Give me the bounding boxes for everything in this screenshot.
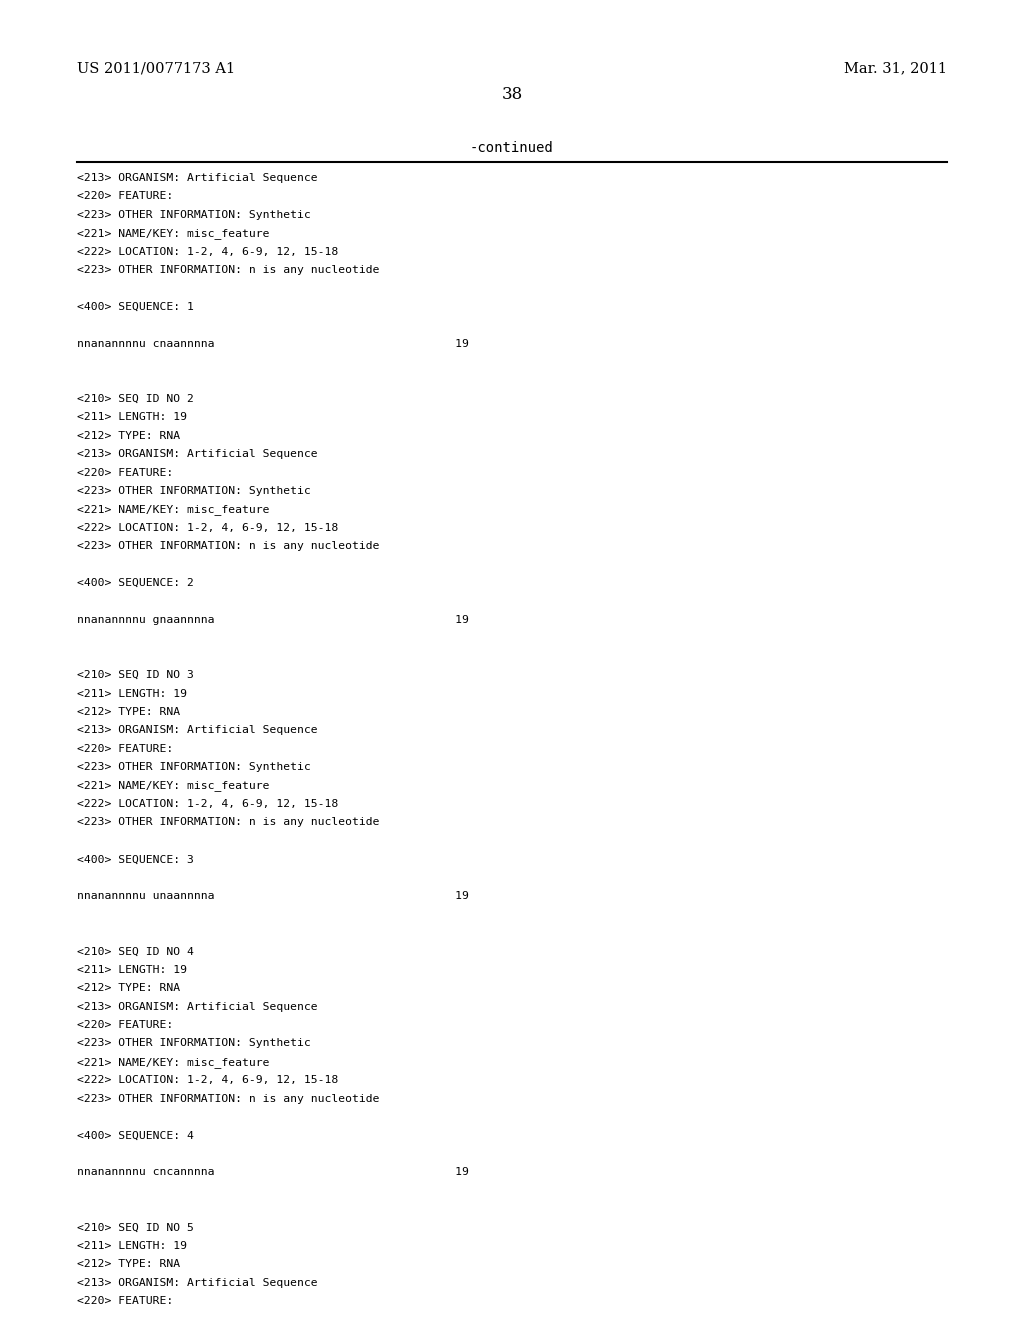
Text: <223> OTHER INFORMATION: Synthetic: <223> OTHER INFORMATION: Synthetic <box>77 486 310 496</box>
Text: <213> ORGANISM: Artificial Sequence: <213> ORGANISM: Artificial Sequence <box>77 1278 317 1288</box>
Text: <210> SEQ ID NO 5: <210> SEQ ID NO 5 <box>77 1222 194 1233</box>
Text: <223> OTHER INFORMATION: n is any nucleotide: <223> OTHER INFORMATION: n is any nucleo… <box>77 541 379 552</box>
Text: <223> OTHER INFORMATION: n is any nucleotide: <223> OTHER INFORMATION: n is any nucleo… <box>77 817 379 828</box>
Text: <400> SEQUENCE: 2: <400> SEQUENCE: 2 <box>77 578 194 587</box>
Text: US 2011/0077173 A1: US 2011/0077173 A1 <box>77 61 234 75</box>
Text: <213> ORGANISM: Artificial Sequence: <213> ORGANISM: Artificial Sequence <box>77 1002 317 1011</box>
Text: 38: 38 <box>502 86 522 103</box>
Text: <212> TYPE: RNA: <212> TYPE: RNA <box>77 708 180 717</box>
Text: <210> SEQ ID NO 2: <210> SEQ ID NO 2 <box>77 393 194 404</box>
Text: <400> SEQUENCE: 4: <400> SEQUENCE: 4 <box>77 1130 194 1140</box>
Text: nnanannnnu cnaannnna                                   19: nnanannnnu cnaannnna 19 <box>77 339 469 348</box>
Text: <210> SEQ ID NO 3: <210> SEQ ID NO 3 <box>77 671 194 680</box>
Text: <222> LOCATION: 1-2, 4, 6-9, 12, 15-18: <222> LOCATION: 1-2, 4, 6-9, 12, 15-18 <box>77 247 338 256</box>
Text: <223> OTHER INFORMATION: n is any nucleotide: <223> OTHER INFORMATION: n is any nucleo… <box>77 1093 379 1104</box>
Text: <211> LENGTH: 19: <211> LENGTH: 19 <box>77 1241 186 1251</box>
Text: <400> SEQUENCE: 1: <400> SEQUENCE: 1 <box>77 302 194 312</box>
Text: <213> ORGANISM: Artificial Sequence: <213> ORGANISM: Artificial Sequence <box>77 449 317 459</box>
Text: <221> NAME/KEY: misc_feature: <221> NAME/KEY: misc_feature <box>77 780 269 792</box>
Text: <211> LENGTH: 19: <211> LENGTH: 19 <box>77 965 186 974</box>
Text: <221> NAME/KEY: misc_feature: <221> NAME/KEY: misc_feature <box>77 504 269 515</box>
Text: <221> NAME/KEY: misc_feature: <221> NAME/KEY: misc_feature <box>77 228 269 239</box>
Text: <210> SEQ ID NO 4: <210> SEQ ID NO 4 <box>77 946 194 956</box>
Text: <212> TYPE: RNA: <212> TYPE: RNA <box>77 430 180 441</box>
Text: <211> LENGTH: 19: <211> LENGTH: 19 <box>77 689 186 698</box>
Text: <223> OTHER INFORMATION: Synthetic: <223> OTHER INFORMATION: Synthetic <box>77 210 310 219</box>
Text: <222> LOCATION: 1-2, 4, 6-9, 12, 15-18: <222> LOCATION: 1-2, 4, 6-9, 12, 15-18 <box>77 1076 338 1085</box>
Text: <211> LENGTH: 19: <211> LENGTH: 19 <box>77 412 186 422</box>
Text: <213> ORGANISM: Artificial Sequence: <213> ORGANISM: Artificial Sequence <box>77 726 317 735</box>
Text: <400> SEQUENCE: 3: <400> SEQUENCE: 3 <box>77 854 194 865</box>
Text: <223> OTHER INFORMATION: Synthetic: <223> OTHER INFORMATION: Synthetic <box>77 762 310 772</box>
Text: <222> LOCATION: 1-2, 4, 6-9, 12, 15-18: <222> LOCATION: 1-2, 4, 6-9, 12, 15-18 <box>77 799 338 809</box>
Text: <212> TYPE: RNA: <212> TYPE: RNA <box>77 1259 180 1270</box>
Text: nnanannnnu cncannnna                                   19: nnanannnnu cncannnna 19 <box>77 1167 469 1177</box>
Text: <220> FEATURE:: <220> FEATURE: <box>77 1296 173 1307</box>
Text: -continued: -continued <box>470 141 554 156</box>
Text: <220> FEATURE:: <220> FEATURE: <box>77 1020 173 1030</box>
Text: <220> FEATURE:: <220> FEATURE: <box>77 467 173 478</box>
Text: nnanannnnu gnaannnna                                   19: nnanannnnu gnaannnna 19 <box>77 615 469 624</box>
Text: <212> TYPE: RNA: <212> TYPE: RNA <box>77 983 180 993</box>
Text: <213> ORGANISM: Artificial Sequence: <213> ORGANISM: Artificial Sequence <box>77 173 317 183</box>
Text: Mar. 31, 2011: Mar. 31, 2011 <box>844 61 947 75</box>
Text: nnanannnnu unaannnna                                   19: nnanannnnu unaannnna 19 <box>77 891 469 902</box>
Text: <222> LOCATION: 1-2, 4, 6-9, 12, 15-18: <222> LOCATION: 1-2, 4, 6-9, 12, 15-18 <box>77 523 338 533</box>
Text: <220> FEATURE:: <220> FEATURE: <box>77 191 173 202</box>
Text: <223> OTHER INFORMATION: n is any nucleotide: <223> OTHER INFORMATION: n is any nucleo… <box>77 265 379 275</box>
Text: <223> OTHER INFORMATION: Synthetic: <223> OTHER INFORMATION: Synthetic <box>77 1039 310 1048</box>
Text: <221> NAME/KEY: misc_feature: <221> NAME/KEY: misc_feature <box>77 1057 269 1068</box>
Text: <220> FEATURE:: <220> FEATURE: <box>77 743 173 754</box>
